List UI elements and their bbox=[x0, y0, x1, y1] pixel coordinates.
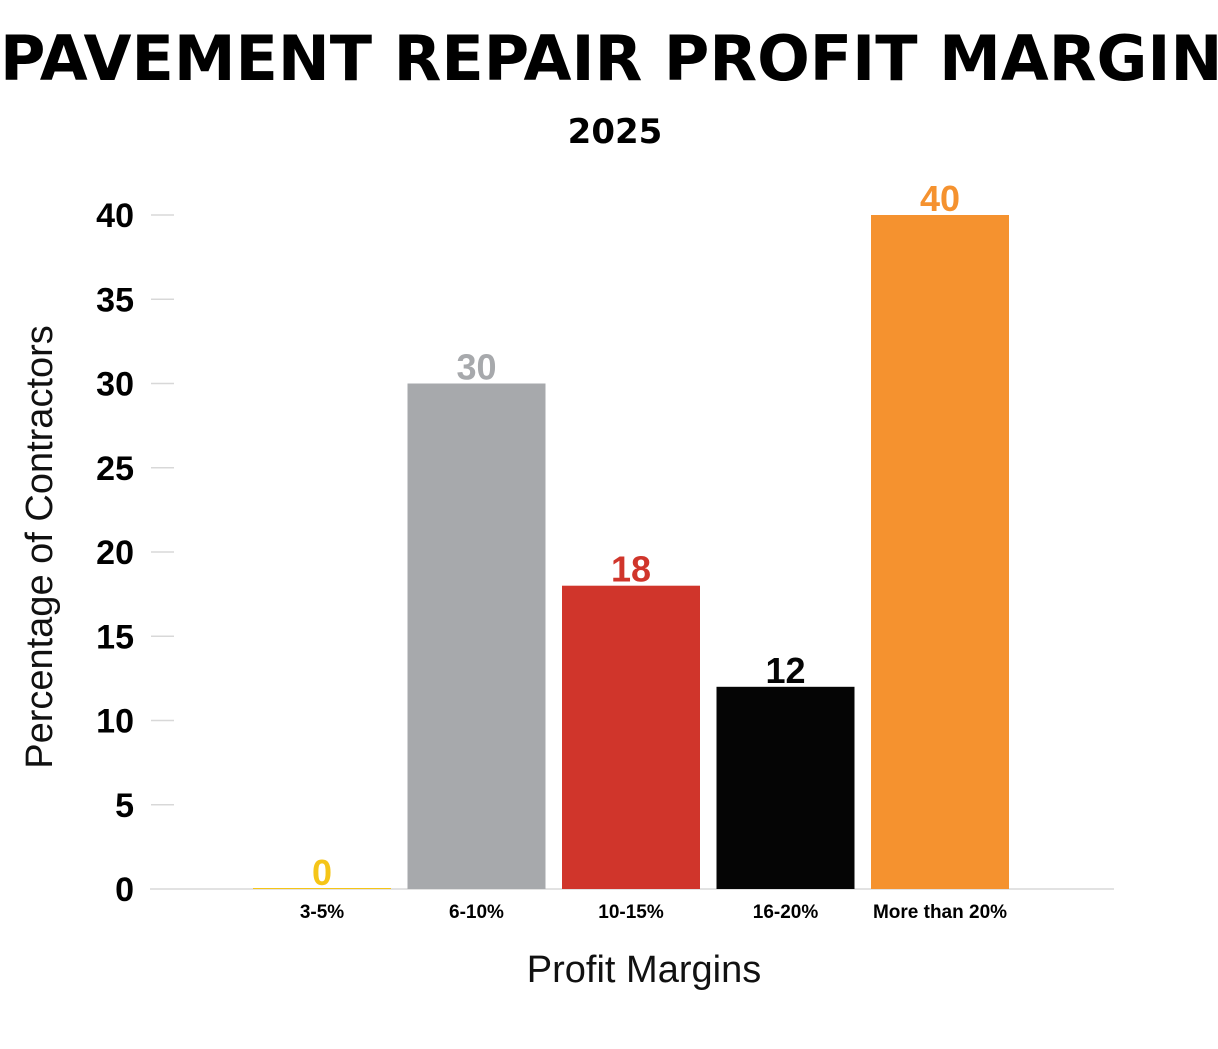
data-label: 40 bbox=[920, 178, 960, 219]
x-tick-label: 6-10% bbox=[449, 902, 504, 923]
y-tick-label: 0 bbox=[115, 871, 134, 909]
bar bbox=[871, 215, 1009, 889]
bar bbox=[562, 585, 700, 889]
y-tick-label: 20 bbox=[96, 534, 134, 572]
y-tick-label: 40 bbox=[96, 197, 134, 235]
x-tick-label: 3-5% bbox=[300, 902, 344, 923]
data-label: 18 bbox=[611, 549, 651, 590]
data-label: 0 bbox=[312, 852, 332, 893]
chart-title: PAVEMENT REPAIR PROFIT MARGINS bbox=[0, 22, 1218, 95]
bar bbox=[407, 383, 546, 889]
y-ticks bbox=[151, 214, 174, 806]
data-label: 12 bbox=[765, 650, 805, 691]
chart-subtitle: 2025 bbox=[567, 112, 663, 152]
x-axis-label: Profit Margins bbox=[527, 949, 761, 991]
y-tick-label: 30 bbox=[96, 366, 134, 404]
y-tick-label: 35 bbox=[96, 281, 134, 319]
data-labels: 0 30 18 12 40 bbox=[312, 178, 960, 893]
x-tick-label: 10-15% bbox=[598, 902, 664, 923]
bar bbox=[716, 686, 855, 889]
y-tick-label: 5 bbox=[115, 787, 134, 825]
x-tick-labels: 3-5% 6-10% 10-15% 16-20% More than 20% bbox=[300, 902, 1007, 923]
bars bbox=[253, 215, 1009, 889]
x-tick-label: 16-20% bbox=[753, 902, 819, 923]
x-tick-label: More than 20% bbox=[873, 902, 1007, 923]
y-tick-label: 15 bbox=[96, 618, 134, 656]
y-tick-labels: 0 5 10 15 20 25 30 35 40 bbox=[96, 197, 134, 909]
y-axis-label: Percentage of Contractors bbox=[19, 325, 61, 769]
y-tick-label: 25 bbox=[96, 450, 134, 488]
data-label: 30 bbox=[456, 347, 496, 388]
y-tick-label: 10 bbox=[96, 703, 134, 741]
bar bbox=[253, 888, 391, 889]
